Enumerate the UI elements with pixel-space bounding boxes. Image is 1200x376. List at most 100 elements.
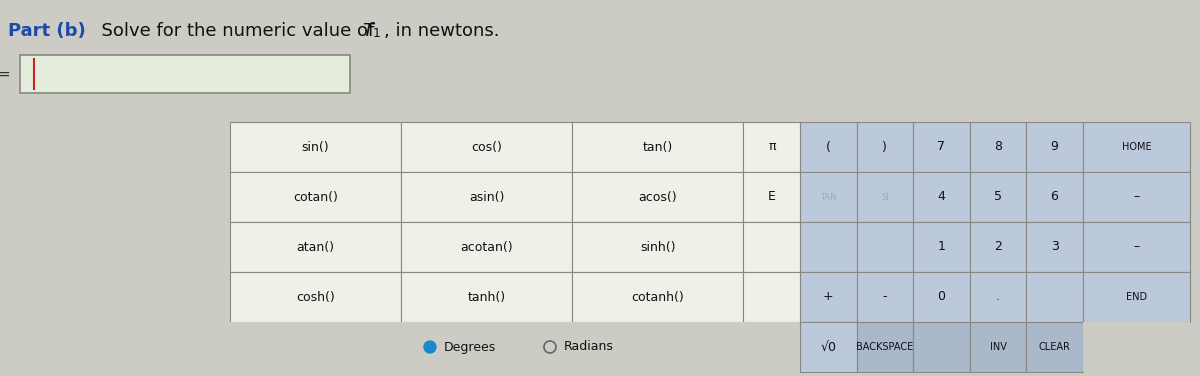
Bar <box>572 322 744 372</box>
Text: sin(): sin() <box>301 141 329 153</box>
Bar <box>401 322 572 372</box>
Text: 6: 6 <box>1051 191 1058 203</box>
Text: acos(): acos() <box>638 191 677 203</box>
Bar <box>857 122 913 172</box>
Bar <box>401 222 572 272</box>
Text: ): ) <box>882 141 887 153</box>
Bar <box>572 272 744 322</box>
Bar <box>970 172 1026 222</box>
Text: 9: 9 <box>1051 141 1058 153</box>
Bar <box>800 172 857 222</box>
Circle shape <box>544 341 556 353</box>
Text: acotan(): acotan() <box>461 241 514 253</box>
Bar <box>913 222 970 272</box>
Text: tanh(): tanh() <box>468 291 506 303</box>
Text: BACKSPACE: BACKSPACE <box>857 342 913 352</box>
Bar <box>1082 222 1190 272</box>
Text: HOME: HOME <box>1122 142 1151 152</box>
Bar <box>572 222 744 272</box>
Text: tan(): tan() <box>643 141 673 153</box>
Text: +: + <box>823 291 834 303</box>
Text: 5: 5 <box>994 191 1002 203</box>
Bar <box>744 322 800 372</box>
Bar <box>800 272 857 322</box>
Text: T: T <box>362 22 373 40</box>
Text: 2: 2 <box>994 241 1002 253</box>
Text: =: = <box>0 67 10 82</box>
Bar <box>970 272 1026 322</box>
Bar <box>857 222 913 272</box>
Bar <box>230 322 401 372</box>
Bar <box>401 172 572 222</box>
Text: 3: 3 <box>1051 241 1058 253</box>
Bar <box>572 172 744 222</box>
Text: 4: 4 <box>937 191 946 203</box>
Bar <box>1082 172 1190 222</box>
Bar <box>1026 172 1082 222</box>
Bar <box>1026 222 1082 272</box>
Bar <box>1082 272 1190 322</box>
Bar <box>1026 322 1082 372</box>
Bar <box>970 122 1026 172</box>
Text: 8: 8 <box>994 141 1002 153</box>
Text: (: ( <box>826 141 830 153</box>
Text: asin(): asin() <box>469 191 504 203</box>
Text: 0: 0 <box>937 291 946 303</box>
Bar <box>744 272 800 322</box>
Bar <box>1082 322 1190 372</box>
Text: .: . <box>996 291 1000 303</box>
Text: cotanh(): cotanh() <box>631 291 684 303</box>
Text: cos(): cos() <box>472 141 502 153</box>
Bar <box>230 172 401 222</box>
Text: cosh(): cosh() <box>296 291 335 303</box>
Bar <box>1082 122 1190 172</box>
Bar <box>744 222 800 272</box>
Text: E: E <box>768 191 775 203</box>
Bar <box>800 122 857 172</box>
Text: END: END <box>1126 292 1147 302</box>
Bar <box>230 222 401 272</box>
Text: –: – <box>1133 191 1140 203</box>
Bar <box>857 272 913 322</box>
Bar <box>230 122 401 172</box>
Bar <box>230 272 401 322</box>
Text: Part (b): Part (b) <box>8 22 85 40</box>
Text: atan(): atan() <box>296 241 335 253</box>
Bar <box>913 172 970 222</box>
Text: -: - <box>883 291 887 303</box>
Bar <box>913 122 970 172</box>
Bar <box>572 122 744 172</box>
Bar <box>1026 122 1082 172</box>
Text: π: π <box>768 141 775 153</box>
Bar <box>913 272 970 322</box>
Text: SI: SI <box>881 193 889 202</box>
Text: TAN: TAN <box>820 193 836 202</box>
Bar <box>800 322 857 372</box>
Text: sinh(): sinh() <box>640 241 676 253</box>
Bar <box>857 322 913 372</box>
Bar <box>20 55 350 93</box>
Circle shape <box>424 341 436 353</box>
Text: cotan(): cotan() <box>293 191 338 203</box>
Bar <box>1026 272 1082 322</box>
Bar <box>401 122 572 172</box>
Text: , in newtons.: , in newtons. <box>384 22 499 40</box>
Bar <box>857 172 913 222</box>
Text: INV: INV <box>990 342 1007 352</box>
Text: √0: √0 <box>821 341 836 353</box>
Text: 1: 1 <box>373 27 380 40</box>
Bar <box>970 222 1026 272</box>
Text: Solve for the numeric value of: Solve for the numeric value of <box>90 22 380 40</box>
Text: 7: 7 <box>937 141 946 153</box>
Bar <box>800 222 857 272</box>
Text: Radians: Radians <box>564 341 614 353</box>
Text: –: – <box>1133 241 1140 253</box>
Bar <box>401 272 572 322</box>
Text: CLEAR: CLEAR <box>1039 342 1070 352</box>
Bar <box>970 322 1026 372</box>
Bar <box>744 122 800 172</box>
Bar <box>744 172 800 222</box>
Text: 1: 1 <box>937 241 946 253</box>
Bar <box>913 322 970 372</box>
Text: Degrees: Degrees <box>444 341 497 353</box>
